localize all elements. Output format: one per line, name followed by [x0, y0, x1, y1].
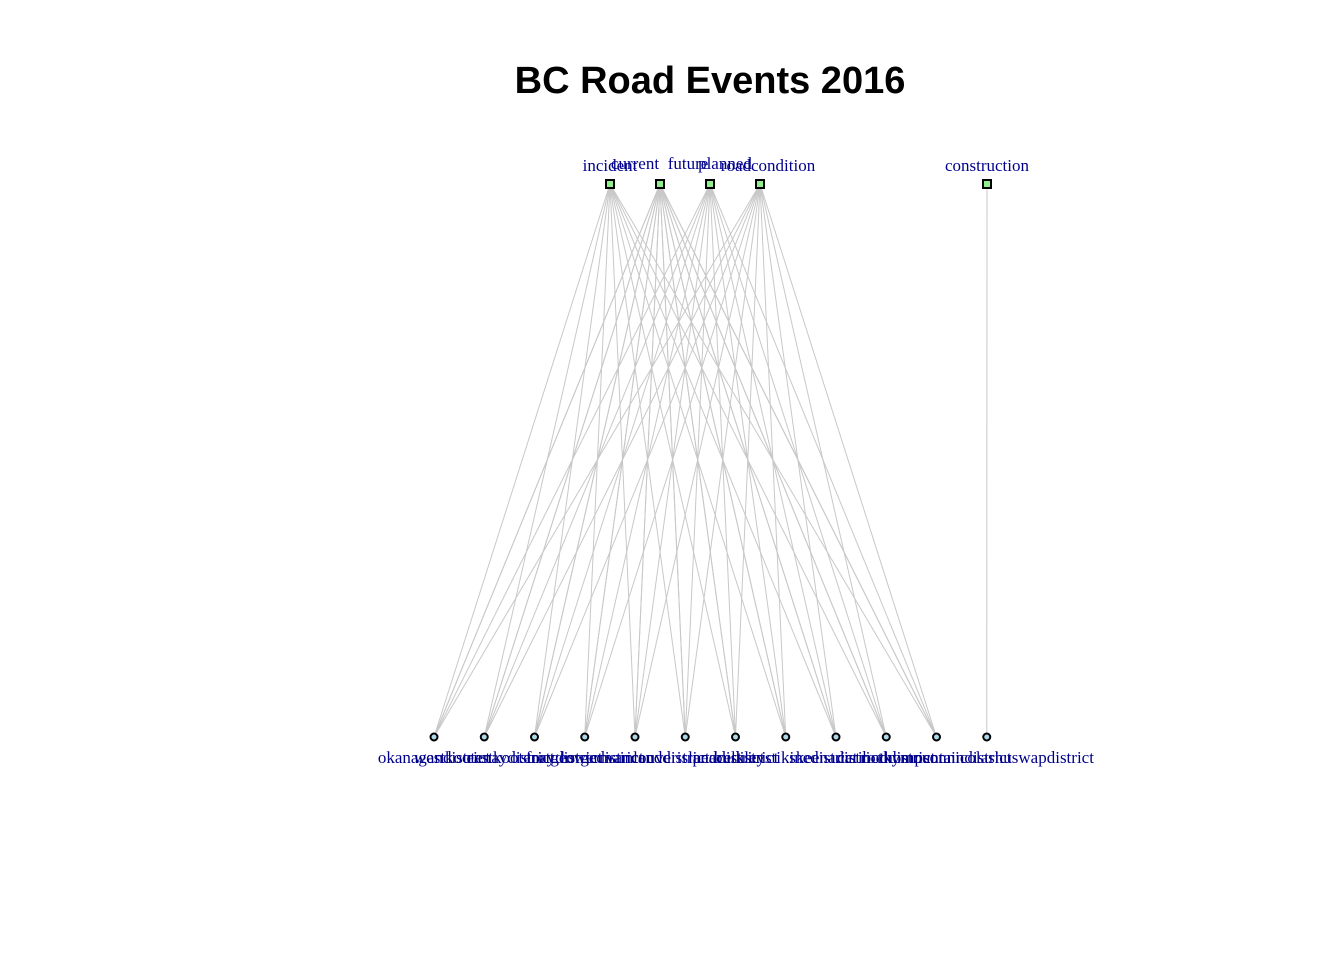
district-node-lowermainland — [630, 732, 640, 742]
edge-roadcondition-vancouverisland — [684, 183, 761, 738]
type-node-construction — [982, 179, 992, 189]
district-label-westkootenay: westkootenaydistrict — [414, 748, 555, 767]
district-node-vancouverisland — [680, 732, 690, 742]
district-label-skeena: skeenadistrict — [789, 748, 883, 767]
district-label-lowermainland: lowermainlanddistrict — [560, 748, 709, 767]
district-label-peace: peacedistrict — [693, 748, 779, 767]
district-node-peace — [731, 732, 740, 742]
edge-roadcondition-westkootenay — [483, 183, 761, 738]
type-label-planned: planned — [698, 154, 752, 173]
type-label-future: future — [668, 154, 709, 173]
type-node-roadcondition — [755, 179, 765, 189]
edge-planned-okanagan — [433, 183, 711, 738]
edge-roadcondition-lowermainland — [634, 183, 761, 738]
edge-roadcondition-rocky — [759, 183, 937, 738]
type-label-construction: construction — [945, 156, 1030, 175]
district-node-fortgeorge — [580, 732, 590, 742]
edge-roadcondition-skeena — [759, 183, 837, 738]
district-node-rocky — [932, 732, 941, 742]
type-node-current — [655, 179, 665, 189]
edge-roadcondition-okanagan — [433, 183, 761, 738]
district-node-okanagan — [429, 732, 439, 742]
edge-incident-okanagan — [433, 183, 611, 738]
chart-title: BC Road Events 2016 — [515, 60, 906, 102]
district-label-okanagan: okanagandistrict — [378, 748, 491, 767]
district-label-thompson: thompsonnicolashuswapdistrict — [880, 748, 1095, 767]
district-label-rocky: rockymountaindistrict — [861, 748, 1011, 767]
edge-roadcondition-eastkootenay — [534, 183, 761, 738]
district-label-bulkley: bulkleystikinedistrict — [714, 748, 858, 767]
district-label-cariboo: cariboodistrict — [837, 748, 935, 767]
district-label-eastkootenay: eastkootenaydistrict — [467, 748, 603, 767]
edge-layer — [433, 183, 988, 738]
type-node-planned — [705, 179, 715, 189]
edge-roadcondition-cariboo — [759, 183, 887, 738]
edge-roadcondition-fortgeorge — [584, 183, 761, 738]
district-node-thompson — [982, 732, 992, 742]
district-node-westkootenay — [479, 732, 489, 742]
edge-roadcondition-bulkley — [759, 183, 787, 738]
type-label-current: current — [611, 154, 659, 173]
type-label-roadcondition: roadcondition — [721, 156, 816, 175]
edge-future-okanagan — [433, 183, 661, 738]
type-label-incident: incident — [583, 156, 638, 175]
district-label-fortgeorge: fortgeorgedistrict — [526, 748, 644, 767]
district-node-bulkley — [781, 732, 791, 742]
district-label-vancouverisland: vancouverislanddistrict — [606, 748, 765, 767]
edge-roadcondition-peace — [735, 183, 761, 738]
district-node-cariboo — [881, 732, 891, 742]
node-layer — [429, 179, 992, 742]
district-node-skeena — [831, 732, 841, 742]
type-node-incident — [605, 179, 615, 189]
district-node-eastkootenay — [530, 732, 539, 742]
